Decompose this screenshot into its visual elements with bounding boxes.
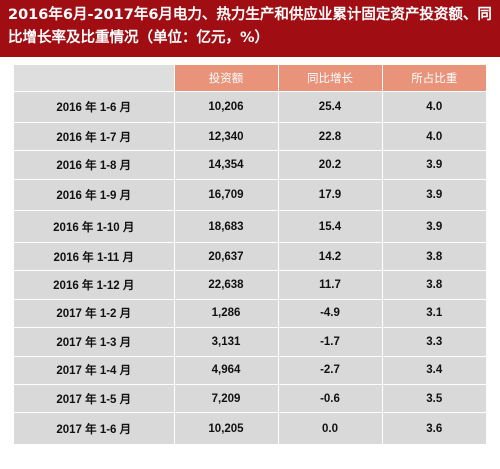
- cell-investment: 12,340: [174, 122, 279, 152]
- investment-table: 投资额 同比增长 所占比重 2016 年 1-6 月 10,206 25.4 4.0 2…: [14, 65, 486, 445]
- cell-growth: 15.4: [278, 210, 383, 244]
- cell-growth: 25.4: [278, 91, 383, 124]
- data-table-container: 投资额 同比增长 所占比重 2016 年 1-6 月 10,206 25.4 4.0 2…: [14, 65, 486, 445]
- cell-growth: 14.2: [278, 242, 383, 272]
- table-row: 2017 年 1-6 月 10,205 0.0 3.6: [14, 412, 486, 445]
- cell-investment: 18,683: [174, 210, 279, 244]
- cell-period: 2016 年 1-11 月: [14, 242, 175, 272]
- cell-period: 2016 年 1-12 月: [14, 270, 175, 300]
- cell-investment: 4,964: [174, 356, 279, 385]
- table-row: 2017 年 1-3 月 3,131 -1.7 3.3: [14, 327, 486, 357]
- cell-period: 2017 年 1-3 月: [14, 327, 175, 357]
- cell-growth: 20.2: [278, 150, 383, 180]
- cell-period: 2016 年 1-6 月: [14, 91, 175, 124]
- cell-period: 2017 年 1-5 月: [14, 384, 175, 414]
- table-row: 2016 年 1-8 月 14,354 20.2 3.9: [14, 150, 486, 180]
- table-row: 2016 年 1-12 月 22,638 11.7 3.8: [14, 270, 486, 300]
- header-investment: 投资额: [174, 65, 279, 92]
- header-period: [14, 65, 175, 92]
- table-row: 2017 年 1-4 月 4,964 -2.7 3.4: [14, 356, 486, 385]
- header-growth: 同比增长: [278, 65, 383, 92]
- cell-growth: -2.7: [278, 356, 383, 385]
- cell-share: 3.5: [382, 384, 486, 414]
- cell-growth: 22.8: [278, 122, 383, 152]
- table-row: 2016 年 1-6 月 10,206 25.4 4.0: [14, 91, 486, 124]
- table-header-row: 投资额 同比增长 所占比重: [14, 65, 486, 92]
- cell-period: 2017 年 1-4 月: [14, 356, 175, 385]
- cell-growth: 17.9: [278, 179, 383, 212]
- cell-share: 3.8: [382, 242, 486, 272]
- cell-share: 3.9: [382, 150, 486, 180]
- cell-growth: -4.9: [278, 299, 383, 329]
- table-title: 2016年6月-2017年6月电力、热力生产和供应业累计固定资产投资额、同比增长…: [0, 0, 500, 57]
- cell-investment: 3,131: [174, 327, 279, 357]
- table-row: 2016 年 1-9 月 16,709 17.9 3.9: [14, 179, 486, 212]
- cell-share: 3.1: [382, 299, 486, 329]
- cell-period: 2016 年 1-10 月: [14, 210, 175, 244]
- table-row: 2016 年 1-7 月 12,340 22.8 4.0: [14, 122, 486, 152]
- table-row: 2017 年 1-5 月 7,209 -0.6 3.5: [14, 384, 486, 414]
- table-row: 2017 年 1-2 月 1,286 -4.9 3.1: [14, 299, 486, 329]
- cell-investment: 22,638: [174, 270, 279, 300]
- cell-period: 2016 年 1-9 月: [14, 179, 175, 212]
- cell-share: 3.6: [382, 412, 486, 445]
- table-row: 2016 年 1-10 月 18,683 15.4 3.9: [14, 210, 486, 244]
- cell-investment: 10,206: [174, 91, 279, 124]
- cell-investment: 10,205: [174, 412, 279, 445]
- cell-investment: 20,637: [174, 242, 279, 272]
- cell-growth: -0.6: [278, 384, 383, 414]
- cell-share: 4.0: [382, 91, 486, 124]
- cell-growth: 11.7: [278, 270, 383, 300]
- cell-period: 2017 年 1-2 月: [14, 299, 175, 329]
- cell-investment: 1,286: [174, 299, 279, 329]
- cell-investment: 16,709: [174, 179, 279, 212]
- cell-share: 3.9: [382, 179, 486, 212]
- cell-share: 3.4: [382, 356, 486, 385]
- cell-share: 3.3: [382, 327, 486, 357]
- cell-growth: -1.7: [278, 327, 383, 357]
- cell-period: 2016 年 1-7 月: [14, 122, 175, 152]
- cell-investment: 7,209: [174, 384, 279, 414]
- header-share: 所占比重: [382, 65, 486, 92]
- cell-period: 2017 年 1-6 月: [14, 412, 175, 445]
- cell-investment: 14,354: [174, 150, 279, 180]
- cell-growth: 0.0: [278, 412, 383, 445]
- table-row: 2016 年 1-11 月 20,637 14.2 3.8: [14, 242, 486, 272]
- cell-share: 3.8: [382, 270, 486, 300]
- cell-period: 2016 年 1-8 月: [14, 150, 175, 180]
- bottom-margin: [0, 457, 500, 469]
- cell-share: 4.0: [382, 122, 486, 152]
- cell-share: 3.9: [382, 210, 486, 244]
